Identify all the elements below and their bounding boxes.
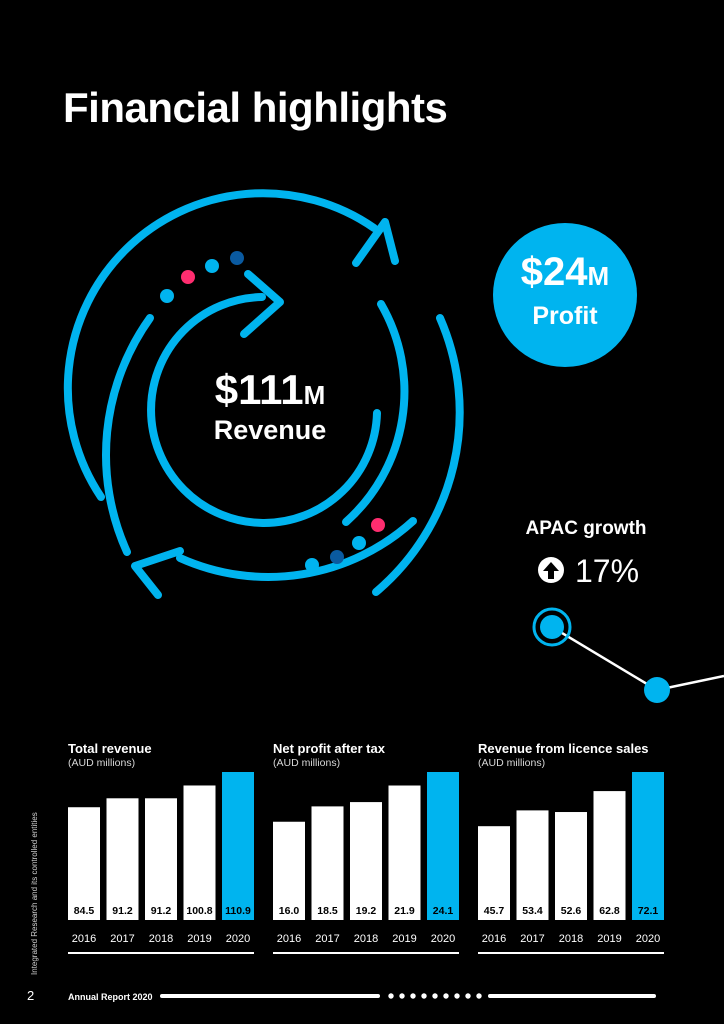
chart-bar xyxy=(183,785,216,920)
bar-value-label: 19.2 xyxy=(356,905,377,917)
page-title: Financial highlights xyxy=(63,84,448,131)
node-icon xyxy=(644,677,670,703)
x-tick-label: 2017 xyxy=(110,933,134,945)
x-tick-label: 2020 xyxy=(226,933,250,945)
connector-line xyxy=(551,625,658,692)
bar-value-label: 16.0 xyxy=(279,905,300,917)
dot-icon xyxy=(160,289,174,303)
x-tick-label: 2017 xyxy=(315,933,339,945)
chart-bar xyxy=(273,821,305,920)
page-number: 2 xyxy=(27,988,35,1003)
bar-value-label: 91.2 xyxy=(151,905,172,917)
chart-unit-net-profit: (AUD millions) xyxy=(273,757,341,769)
outer-arc-right-2 xyxy=(372,314,464,596)
apac-growth-label: APAC growth xyxy=(525,518,647,539)
footer-title: Annual Report 2020 xyxy=(68,992,153,1002)
x-tick-label: 2016 xyxy=(72,933,96,945)
x-tick-label: 2017 xyxy=(520,933,544,945)
chart-bar xyxy=(388,785,421,920)
outer-arc-bottom xyxy=(176,517,417,581)
chart-unit-licence-revenue: (AUD millions) xyxy=(478,757,546,769)
outer-arrow-head xyxy=(352,218,399,267)
chart-bar xyxy=(350,802,382,920)
chart-bar xyxy=(478,826,510,920)
bar-value-label: 21.9 xyxy=(394,905,415,917)
chart-bar xyxy=(516,810,549,920)
chart-unit-total-revenue: (AUD millions) xyxy=(68,757,136,769)
dot-icon xyxy=(305,558,319,572)
bar-value-label: 53.4 xyxy=(522,905,543,917)
chart-bar xyxy=(555,812,587,920)
chart-bar xyxy=(632,772,664,920)
x-tick-label: 2018 xyxy=(149,933,173,945)
x-tick-label: 2020 xyxy=(431,933,455,945)
chart-bar xyxy=(427,772,459,920)
outer-arc-top xyxy=(63,189,378,501)
apac-growth-value: 17% xyxy=(575,553,640,589)
chart-bar xyxy=(222,772,254,920)
chart-bar xyxy=(68,807,100,920)
inner-arrow-head xyxy=(240,270,284,338)
up-arrow-icon xyxy=(538,557,564,583)
chart-title-licence-revenue: Revenue from licence sales xyxy=(478,741,649,756)
bar-value-label: 91.2 xyxy=(112,905,133,917)
x-tick-label: 2016 xyxy=(277,933,301,945)
node-icon xyxy=(540,615,564,639)
bar-value-label: 18.5 xyxy=(317,905,338,917)
bar-value-label: 84.5 xyxy=(74,905,95,917)
revenue-value: $111M xyxy=(214,366,326,413)
dot-icon xyxy=(371,518,385,532)
dot-icon xyxy=(205,259,219,273)
bottom-arrow-head xyxy=(131,547,184,599)
x-tick-label: 2019 xyxy=(597,933,621,945)
chart-bar xyxy=(145,798,177,920)
profit-label: Profit xyxy=(532,302,598,330)
node-ring-icon xyxy=(532,607,572,647)
profit-circle xyxy=(493,223,637,367)
outer-arc-right-1 xyxy=(342,300,409,526)
dot-icon xyxy=(352,536,366,550)
dot-icon xyxy=(230,251,244,265)
chart-bar xyxy=(311,806,344,920)
inner-arc xyxy=(147,293,381,527)
chart-title-net-profit: Net profit after tax xyxy=(273,741,385,756)
x-tick-label: 2019 xyxy=(187,933,211,945)
chart-bar xyxy=(106,798,139,920)
x-tick-label: 2018 xyxy=(354,933,378,945)
bar-value-label: 110.9 xyxy=(225,905,251,917)
dot-icon xyxy=(181,270,195,284)
x-tick-label: 2020 xyxy=(636,933,660,945)
bar-value-label: 100.8 xyxy=(186,905,212,917)
bar-value-label: 52.6 xyxy=(561,905,582,917)
x-tick-label: 2019 xyxy=(392,933,416,945)
x-tick-label: 2016 xyxy=(482,933,506,945)
bar-value-label: 45.7 xyxy=(484,905,505,917)
profit-value: $24M xyxy=(520,250,610,294)
chart-title-total-revenue: Total revenue xyxy=(68,741,152,756)
dot-icon xyxy=(330,550,344,564)
revenue-label: Revenue xyxy=(213,415,327,445)
bar-value-label: 24.1 xyxy=(433,905,454,917)
bar-value-label: 62.8 xyxy=(599,905,620,917)
bar-value-label: 72.1 xyxy=(638,905,659,917)
x-tick-label: 2018 xyxy=(559,933,583,945)
chart-bar xyxy=(593,791,626,920)
outer-arc-left xyxy=(102,314,154,556)
